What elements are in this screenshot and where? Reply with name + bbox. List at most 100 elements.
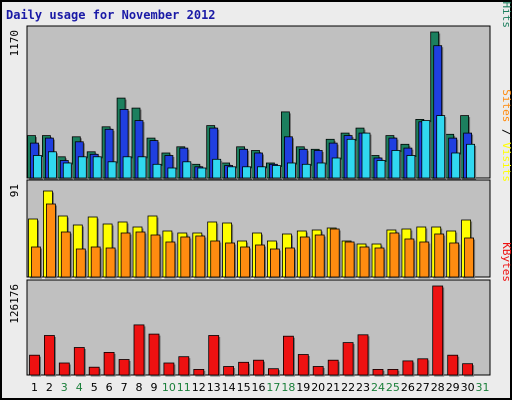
bar-sites-day-13 xyxy=(210,240,221,278)
bar-sites-day-24 xyxy=(374,247,385,278)
legend-kbytes: KBytes xyxy=(500,242,512,282)
bar-sites-day-12 xyxy=(195,235,206,278)
bar-kbytes-day-3 xyxy=(58,362,70,376)
bar-pages-day-18 xyxy=(286,162,296,179)
bar-pages-day-10 xyxy=(167,167,177,179)
bar-kbytes-day-7 xyxy=(118,359,130,376)
bar-sites-day-4 xyxy=(75,248,86,278)
bar-pages-day-19 xyxy=(301,163,311,179)
bar-kbytes-day-21 xyxy=(327,359,339,376)
hits-files-pages-legend: Pages / Files / Hits xyxy=(500,0,512,28)
bar-pages-day-24 xyxy=(376,160,386,179)
x-tick-label: 30 xyxy=(461,381,475,394)
kbytes-panel: 126176 KBytes xyxy=(8,242,512,377)
legend-separator: / xyxy=(500,122,512,142)
bar-kbytes-day-17 xyxy=(267,368,279,376)
bar-pages-day-12 xyxy=(197,167,207,179)
bar-kbytes-day-12 xyxy=(193,368,205,376)
bar-pages-day-4 xyxy=(77,156,87,179)
legend-visits: Visits xyxy=(500,142,512,182)
chart-title: Daily usage for November 2012 xyxy=(6,8,216,22)
bar-kbytes-day-27 xyxy=(417,358,429,376)
x-tick-label: 7 xyxy=(121,381,128,394)
legend-sites: Sites xyxy=(500,89,512,122)
x-tick-label: 4 xyxy=(76,381,83,394)
x-tick-label: 9 xyxy=(151,381,158,394)
x-tick-label: 23 xyxy=(356,381,370,394)
bar-pages-day-20 xyxy=(316,162,326,179)
bar-sites-day-17 xyxy=(269,248,280,278)
bar-kbytes-day-30 xyxy=(462,363,474,376)
bar-sites-day-9 xyxy=(150,234,161,278)
bar-pages-day-9 xyxy=(152,163,162,179)
x-tick-label: 2 xyxy=(46,381,53,394)
bar-sites-day-16 xyxy=(255,244,265,278)
bar-pages-day-13 xyxy=(212,158,222,179)
visits-sites-legend: Sites / Visits xyxy=(500,89,512,182)
x-tick-label: 14 xyxy=(222,381,236,394)
bar-kbytes-day-8 xyxy=(133,324,145,376)
x-tick-label: 8 xyxy=(136,381,143,394)
bar-kbytes-day-5 xyxy=(88,366,100,376)
bar-pages-day-6 xyxy=(107,161,117,179)
bar-sites-day-27 xyxy=(419,241,430,278)
bar-pages-day-28 xyxy=(436,115,446,179)
bar-sites-day-23 xyxy=(359,246,370,278)
bar-sites-day-14 xyxy=(225,242,236,278)
bar-kbytes-day-13 xyxy=(208,335,220,376)
x-tick-label: 19 xyxy=(296,381,310,394)
bar-sites-day-6 xyxy=(105,247,116,278)
x-tick-label: 3 xyxy=(61,381,68,394)
x-tick-label: 22 xyxy=(341,381,355,394)
x-tick-label: 21 xyxy=(326,381,340,394)
bar-kbytes-day-20 xyxy=(312,366,324,376)
bar-sites-day-8 xyxy=(135,231,146,278)
bar-sites-day-22 xyxy=(344,241,355,278)
bar-pages-day-7 xyxy=(122,156,132,179)
bar-kbytes-day-14 xyxy=(223,366,235,376)
x-tick-label: 28 xyxy=(431,381,445,394)
bar-sites-day-25 xyxy=(389,232,400,278)
x-tick-label: 20 xyxy=(311,381,325,394)
bar-kbytes-day-16 xyxy=(253,359,264,376)
legend-hits: Hits xyxy=(500,2,512,29)
legend-separator: / xyxy=(500,0,512,2)
bar-pages-day-27 xyxy=(421,120,431,179)
bar-sites-day-20 xyxy=(314,234,325,278)
bar-pages-day-2 xyxy=(48,151,57,179)
bar-pages-day-17 xyxy=(271,165,281,179)
bar-pages-day-15 xyxy=(242,166,252,179)
bar-sites-day-19 xyxy=(299,236,310,278)
bar-kbytes-day-23 xyxy=(357,334,369,376)
bar-kbytes-day-1 xyxy=(29,354,40,376)
bar-kbytes-day-4 xyxy=(73,347,85,376)
bar-pages-day-30 xyxy=(466,143,476,179)
bar-kbytes-day-28 xyxy=(432,285,444,376)
bar-kbytes-day-22 xyxy=(342,342,354,376)
x-tick-label: 26 xyxy=(401,381,415,394)
bar-pages-day-3 xyxy=(62,162,72,179)
bar-sites-day-18 xyxy=(284,247,295,278)
x-tick-label: 11 xyxy=(177,381,191,394)
bar-sites-day-3 xyxy=(60,231,71,278)
x-tick-label: 31 xyxy=(476,381,490,394)
bar-kbytes-day-11 xyxy=(178,356,190,376)
bar-kbytes-day-25 xyxy=(387,368,399,376)
hits-files-pages-panel: 1170 Pages / Files / Hits xyxy=(8,0,512,180)
bar-kbytes-day-26 xyxy=(402,360,414,376)
bar-kbytes-day-24 xyxy=(372,368,384,376)
bar-sites-day-7 xyxy=(120,232,131,278)
bar-pages-day-1 xyxy=(33,155,42,179)
bar-sites-day-29 xyxy=(449,242,460,278)
x-tick-label: 24 xyxy=(371,381,385,394)
x-tick-label: 15 xyxy=(237,381,251,394)
bar-pages-day-8 xyxy=(137,156,147,179)
bar-pages-day-14 xyxy=(227,166,237,179)
x-tick-label: 12 xyxy=(192,381,206,394)
bar-sites-day-21 xyxy=(329,228,340,278)
x-tick-label: 16 xyxy=(252,381,266,394)
x-tick-label: 17 xyxy=(266,381,280,394)
visits-sites-ymax-label: 91 xyxy=(8,184,21,197)
bar-kbytes-day-2 xyxy=(44,335,55,376)
